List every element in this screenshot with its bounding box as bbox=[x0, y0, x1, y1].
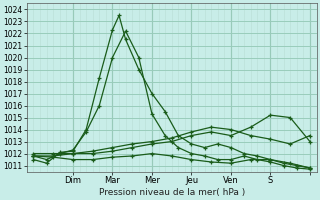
X-axis label: Pression niveau de la mer( hPa ): Pression niveau de la mer( hPa ) bbox=[99, 188, 245, 197]
